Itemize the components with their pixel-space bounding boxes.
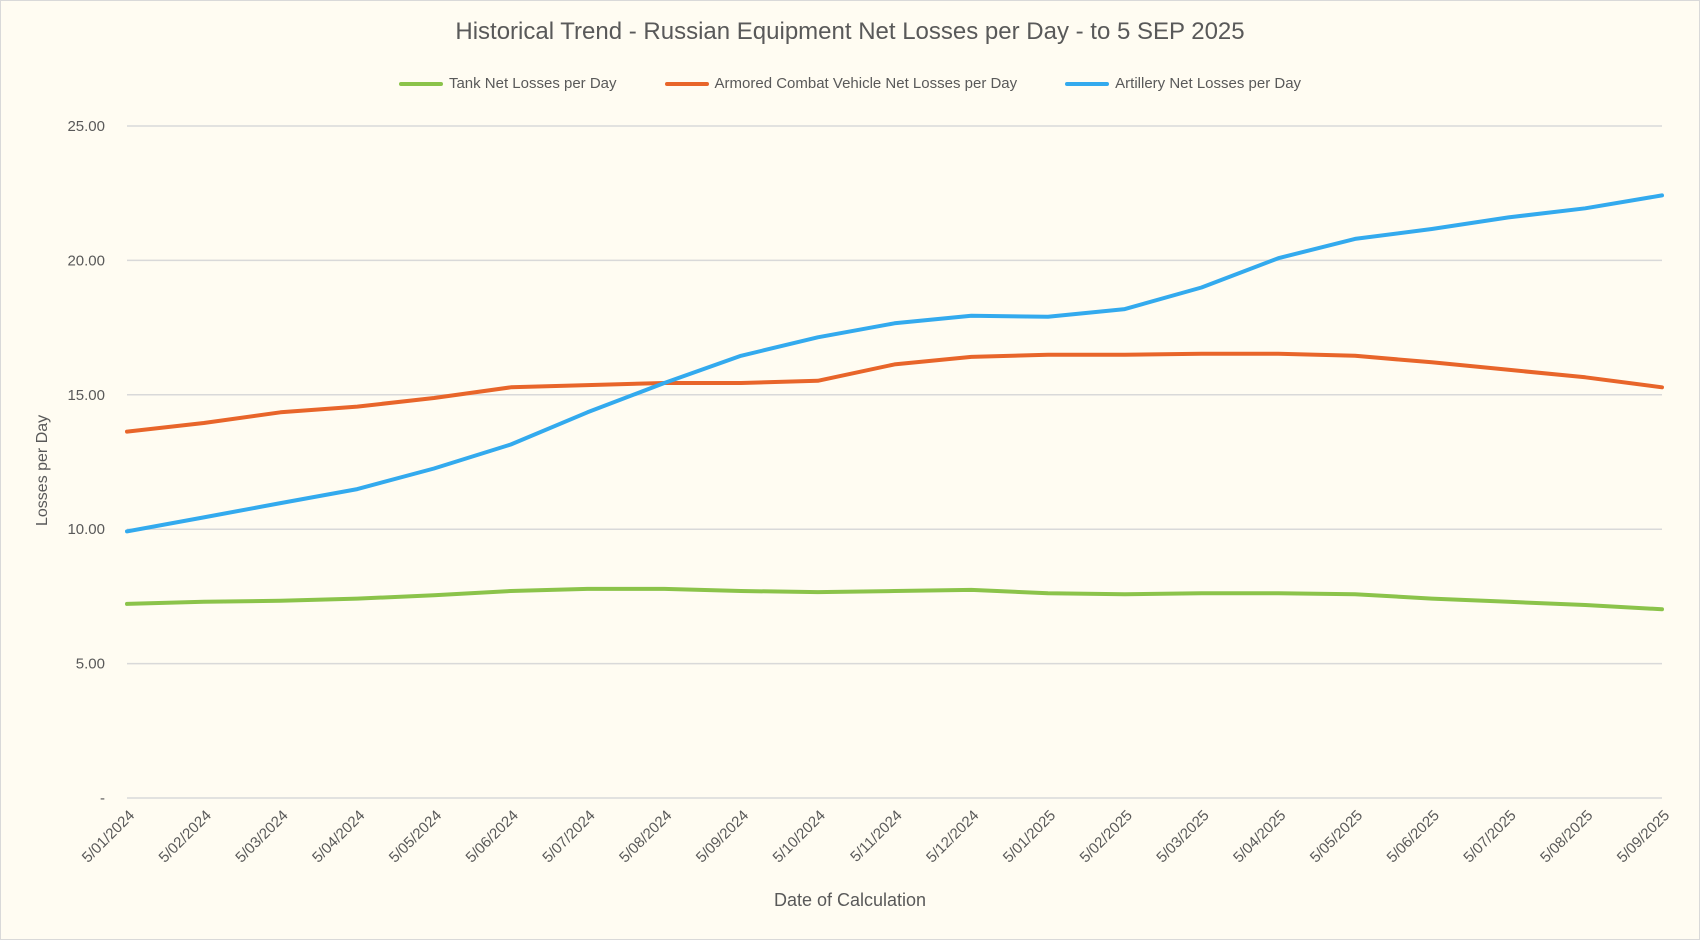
x-tick-label: 5/06/2025 xyxy=(1384,807,1443,866)
x-tick-label: 5/06/2024 xyxy=(463,807,522,866)
x-tick-label: 5/04/2024 xyxy=(309,807,368,866)
legend-label: Tank Net Losses per Day xyxy=(448,75,617,92)
x-tick-label: 5/07/2025 xyxy=(1460,807,1519,866)
y-tick-label: 15.00 xyxy=(67,387,105,404)
x-tick-label: 5/09/2024 xyxy=(693,807,752,866)
legend-swatch xyxy=(1065,81,1110,86)
chart-title: Historical Trend - Russian Equipment Net… xyxy=(455,18,1245,45)
series-line-tank xyxy=(125,586,1664,612)
x-tick-label: 5/07/2024 xyxy=(539,807,598,866)
x-tick-label: 5/05/2024 xyxy=(386,807,445,866)
legend: Tank Net Losses per Day Armored Combat V… xyxy=(0,75,1700,92)
x-tick-label: 5/09/2025 xyxy=(1614,807,1673,866)
x-tick-label: 5/02/2025 xyxy=(1077,807,1136,866)
legend-label: Armored Combat Vehicle Net Losses per Da… xyxy=(714,75,1018,92)
x-tick-label: 5/02/2024 xyxy=(156,807,215,866)
x-tick-label: 5/10/2024 xyxy=(770,807,829,866)
x-tick-label: 5/08/2025 xyxy=(1537,807,1596,866)
legend-item-acv: Armored Combat Vehicle Net Losses per Da… xyxy=(664,75,1018,92)
x-tick-label: 5/08/2024 xyxy=(616,807,675,866)
x-tick-label: 5/11/2024 xyxy=(847,807,905,865)
x-tick-label: 5/12/2024 xyxy=(923,807,982,866)
legend-swatch xyxy=(398,81,443,86)
legend-label: Artillery Net Losses per Day xyxy=(1115,75,1302,92)
y-tick-label: 25.00 xyxy=(67,118,105,135)
y-tick-label: 20.00 xyxy=(67,252,105,269)
x-tick-label: 5/03/2025 xyxy=(1153,807,1212,866)
x-tick-label: 5/03/2024 xyxy=(232,807,291,866)
legend-item-tank: Tank Net Losses per Day xyxy=(398,75,617,92)
series-line-artillery xyxy=(125,193,1664,534)
x-tick-label: 5/01/2024 xyxy=(79,807,138,866)
x-axis-label: Date of Calculation xyxy=(773,890,927,910)
series-line-acv xyxy=(125,351,1664,434)
legend-swatch xyxy=(664,81,709,86)
y-tick-label: 10.00 xyxy=(67,521,105,538)
legend-item-artillery: Artillery Net Losses per Day xyxy=(1065,75,1301,92)
x-tick-label: 5/05/2025 xyxy=(1307,807,1366,866)
x-tick-label: 5/04/2025 xyxy=(1230,807,1289,866)
x-tick-label: 5/01/2025 xyxy=(1000,807,1059,866)
y-tick-label: - xyxy=(100,790,105,807)
y-tick-label: 5.00 xyxy=(76,656,105,673)
